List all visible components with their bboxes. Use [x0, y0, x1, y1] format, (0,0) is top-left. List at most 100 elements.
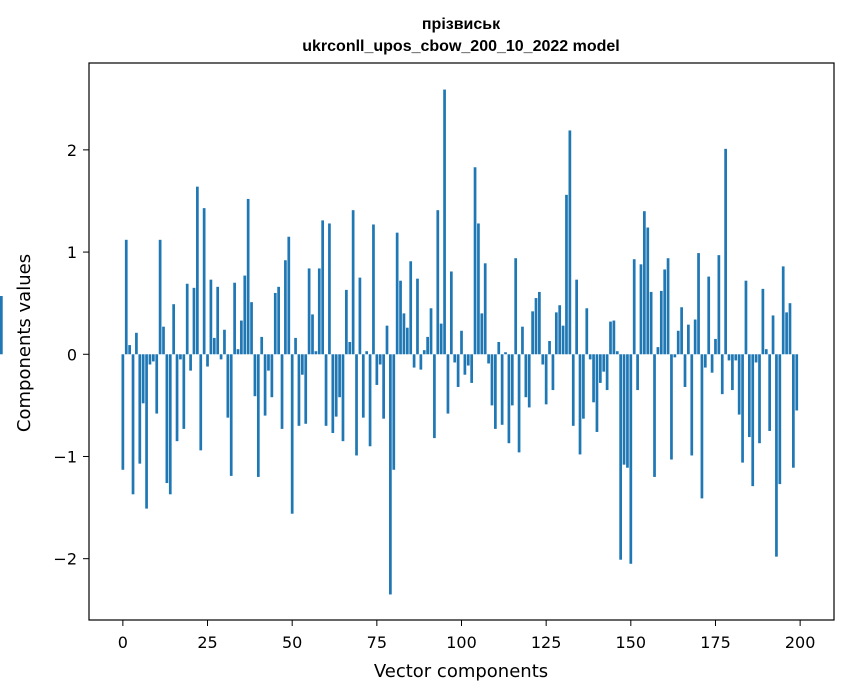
bar-103: [470, 354, 474, 383]
bar-113: [504, 352, 507, 355]
bar-98: [453, 354, 457, 363]
bar-142: [602, 354, 606, 372]
bar-65: [341, 354, 345, 442]
bar-87: [416, 278, 419, 355]
bar-41: [260, 336, 264, 355]
bar-163: [673, 354, 677, 358]
bar-5: [138, 354, 142, 464]
bar-155: [646, 227, 650, 355]
bar-4: [135, 332, 138, 355]
bar-80: [392, 354, 396, 470]
bar-173: [707, 276, 711, 355]
bar-184: [744, 280, 748, 355]
bar-77: [382, 354, 385, 419]
bar-166: [683, 354, 687, 387]
bar-47: [280, 354, 284, 429]
bar-148: [622, 354, 626, 465]
x-tick-label: 75: [367, 633, 387, 652]
bar-8: [148, 354, 152, 365]
bar-194: [778, 354, 782, 485]
bar-72: [365, 351, 369, 355]
x-axis-ticks: 0 25 50 75 100 125 150 175 200: [118, 620, 815, 652]
bar-42: [263, 354, 267, 416]
bar-51: [294, 337, 297, 355]
bar-118: [521, 326, 524, 355]
bar-29: [219, 354, 223, 360]
bar-97: [449, 271, 453, 355]
bar-132: [568, 130, 572, 355]
bar-92: [433, 354, 436, 439]
bar-161: [666, 258, 670, 355]
bar-22: [196, 186, 199, 355]
bar-120: [527, 354, 531, 408]
bar-48: [284, 260, 287, 355]
bar-2: [128, 345, 131, 355]
bar-59: [321, 220, 325, 355]
y-tick-label: 1: [67, 243, 77, 262]
bar-7: [145, 354, 148, 509]
bar-115: [510, 354, 514, 406]
bar-189: [761, 288, 765, 355]
bar-58: [317, 268, 321, 355]
bar-61: [328, 223, 331, 355]
bar-108: [487, 354, 490, 364]
bar-21: [192, 287, 196, 355]
bar-1: [124, 239, 128, 355]
bar-190: [764, 349, 768, 355]
bar-141: [598, 354, 602, 383]
bar-143: [605, 354, 609, 391]
bar-157: [653, 354, 656, 477]
bars-group: [0, 89, 799, 595]
bar-151: [632, 259, 636, 355]
bar-187: [754, 354, 758, 363]
bar-149: [626, 354, 629, 468]
bar-62: [331, 354, 335, 433]
bar-86: [412, 354, 416, 368]
bar-85: [409, 261, 413, 355]
bar-197: [788, 303, 792, 355]
bar-156: [649, 291, 653, 355]
bar-73: [368, 354, 372, 447]
bar-164: [676, 330, 680, 355]
bar-192: [771, 315, 775, 355]
bar-24: [202, 208, 206, 355]
bar-134: [575, 279, 578, 355]
bar-75: [375, 354, 379, 385]
bar-46: [277, 286, 280, 355]
bar-147: [619, 354, 623, 560]
bar-17: [179, 354, 182, 360]
bar-162: [670, 354, 673, 460]
bar-36: [243, 275, 247, 355]
x-tick-label: 175: [700, 633, 731, 652]
bar-169: [693, 319, 697, 355]
bar-25: [206, 354, 209, 367]
bar-178: [724, 148, 727, 355]
bar-167: [687, 324, 690, 355]
bar-9: [151, 354, 155, 362]
bar-138: [588, 354, 592, 360]
bar-179: [727, 354, 731, 361]
bar-67: [348, 342, 352, 355]
bar-137: [585, 308, 589, 355]
bar-63: [334, 354, 338, 417]
bar-109: [490, 354, 494, 406]
bar-106: [480, 313, 484, 355]
bar-127: [551, 354, 555, 391]
bar-107: [483, 263, 487, 355]
bar-35: [240, 320, 243, 355]
chart-subtitle: ukrconll_upos_cbow_200_10_2022 model: [302, 38, 619, 55]
bar-undefined: [0, 296, 3, 355]
bar-71: [361, 354, 365, 418]
bar-117: [517, 354, 521, 453]
x-tick-label: 125: [531, 633, 562, 652]
x-tick-label: 25: [197, 633, 217, 652]
bar-172: [703, 354, 707, 368]
y-axis-label: Components values: [14, 254, 35, 432]
bar-28: [216, 286, 220, 355]
bar-102: [466, 354, 470, 366]
bar-93: [436, 210, 440, 355]
bar-52: [297, 354, 301, 426]
bar-43: [267, 354, 270, 371]
bar-26: [209, 279, 213, 355]
bar-55: [307, 268, 311, 355]
